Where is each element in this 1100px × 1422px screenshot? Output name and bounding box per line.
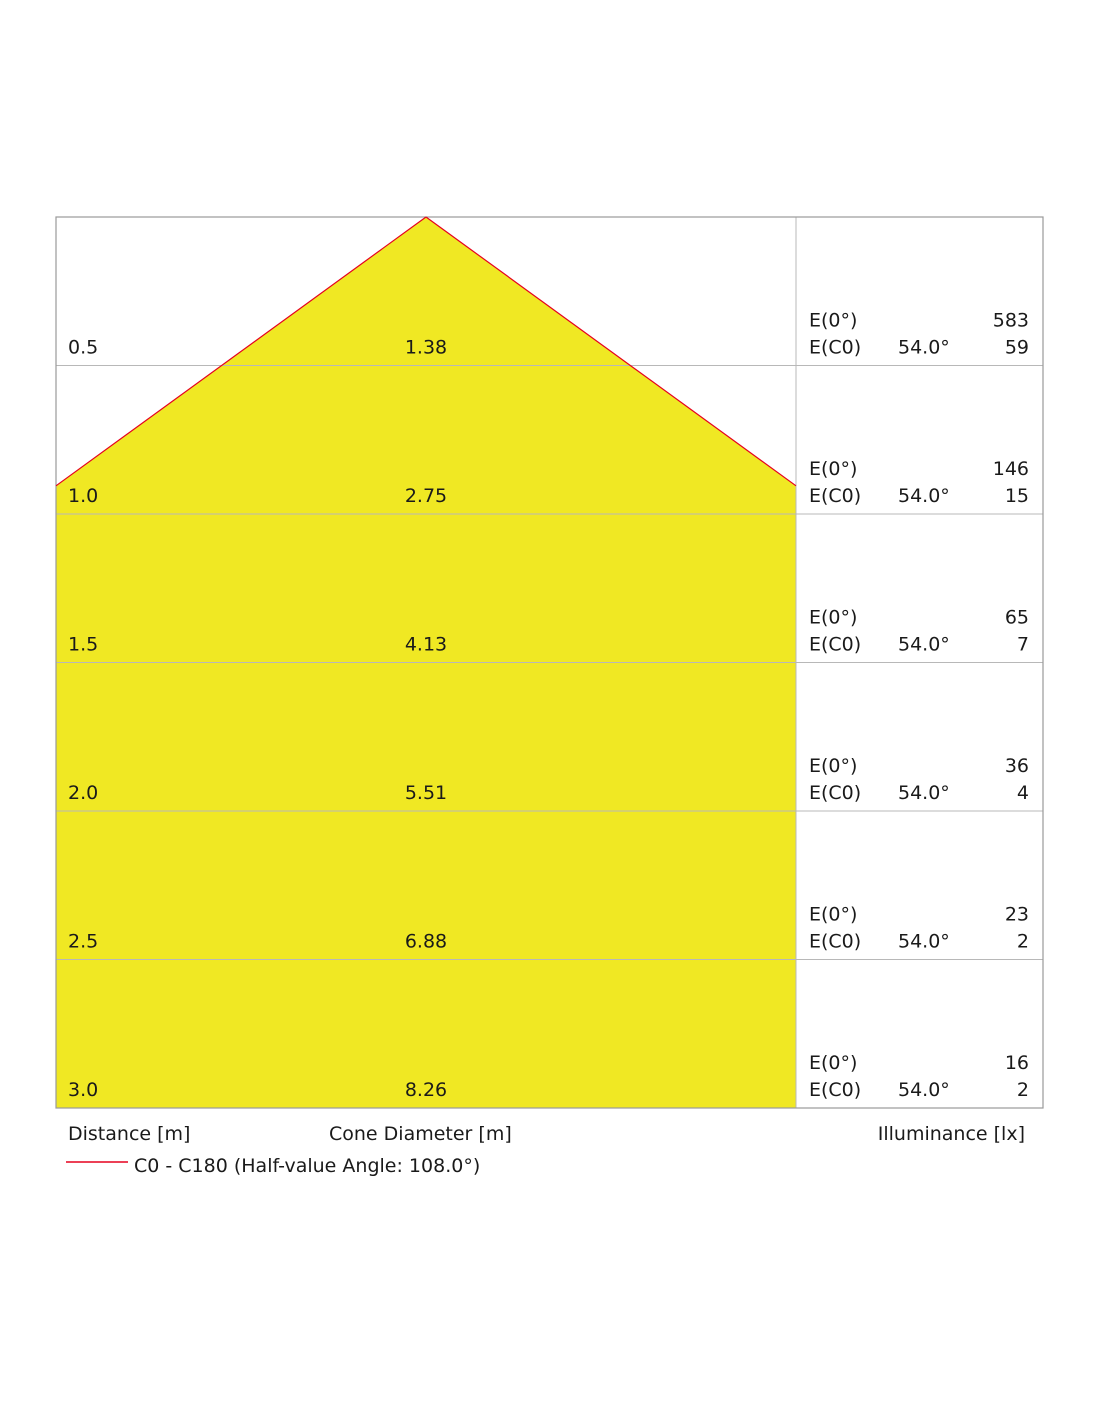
diameter-label: 1.38 — [405, 337, 447, 359]
e0-value: 583 — [993, 310, 1029, 332]
angle-label: 54.0° — [898, 931, 950, 953]
ec0-value: 2 — [1017, 931, 1029, 953]
distance-label: 1.0 — [68, 485, 98, 507]
e0-label: E(0°) — [809, 607, 857, 629]
diameter-label: 2.75 — [405, 485, 447, 507]
illuminance-column-label: Illuminance [lx] — [878, 1123, 1025, 1145]
e0-label: E(0°) — [809, 310, 857, 332]
cone-edge-right — [425, 216, 797, 487]
angle-label: 54.0° — [898, 337, 950, 359]
ec0-label: E(C0) — [809, 485, 861, 507]
angle-label: 54.0° — [898, 485, 950, 507]
distance-label: 2.0 — [68, 782, 98, 804]
cone-edge-left — [55, 216, 427, 487]
e0-label: E(0°) — [809, 458, 857, 480]
e0-label: E(0°) — [809, 904, 857, 926]
diameter-label: 5.51 — [405, 782, 447, 804]
distance-label: 0.5 — [68, 337, 98, 359]
ec0-value: 59 — [1005, 337, 1029, 359]
ec0-label: E(C0) — [809, 1079, 861, 1101]
e0-value: 146 — [993, 458, 1029, 480]
e0-value: 36 — [1005, 755, 1029, 777]
diagram-frame — [55, 216, 1044, 1109]
distance-label: 2.5 — [68, 931, 98, 953]
ec0-value: 4 — [1017, 782, 1029, 804]
e0-value: 65 — [1005, 607, 1029, 629]
ec0-label: E(C0) — [809, 782, 861, 804]
ec0-label: E(C0) — [809, 931, 861, 953]
legend-label: C0 - C180 (Half-value Angle: 108.0°) — [134, 1155, 480, 1177]
distance-label: 1.5 — [68, 634, 98, 656]
diameter-label: 6.88 — [405, 931, 447, 953]
e0-value: 23 — [1005, 904, 1029, 926]
ec0-value: 7 — [1017, 634, 1029, 656]
ec0-label: E(C0) — [809, 634, 861, 656]
ec0-value: 15 — [1005, 485, 1029, 507]
ec0-value: 2 — [1017, 1079, 1029, 1101]
ec0-label: E(C0) — [809, 337, 861, 359]
diameter-column-label: Cone Diameter [m] — [329, 1123, 512, 1145]
distance-column-label: Distance [m] — [68, 1123, 190, 1145]
distance-label: 3.0 — [68, 1079, 98, 1101]
e0-value: 16 — [1005, 1052, 1029, 1074]
diameter-label: 8.26 — [405, 1079, 447, 1101]
angle-label: 54.0° — [898, 782, 950, 804]
e0-label: E(0°) — [809, 755, 857, 777]
angle-label: 54.0° — [898, 1079, 950, 1101]
e0-label: E(0°) — [809, 1052, 857, 1074]
diameter-label: 4.13 — [405, 634, 447, 656]
angle-label: 54.0° — [898, 634, 950, 656]
